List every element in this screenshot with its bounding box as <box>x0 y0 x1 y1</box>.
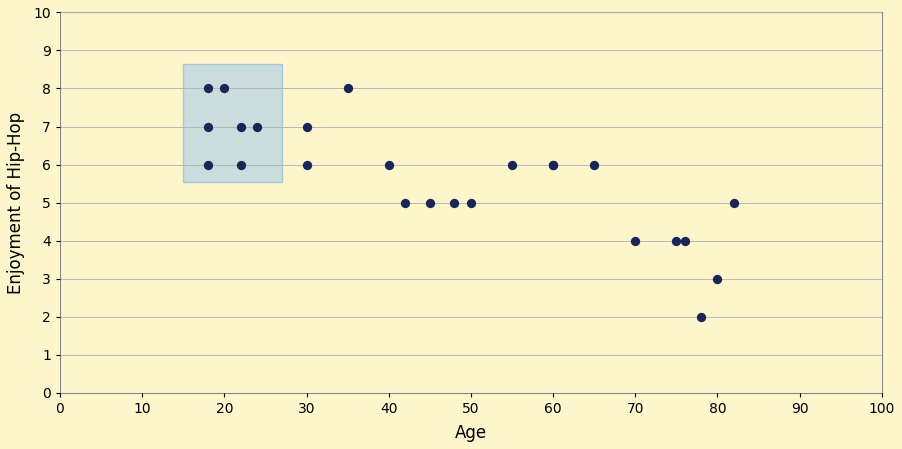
Point <box>447 199 462 206</box>
Point <box>694 313 708 320</box>
Point <box>250 123 264 130</box>
Point <box>200 161 215 168</box>
Point <box>200 85 215 92</box>
Point <box>727 199 741 206</box>
Point <box>299 123 314 130</box>
Point <box>200 123 215 130</box>
Point <box>234 123 248 130</box>
Point <box>299 161 314 168</box>
Point <box>398 199 412 206</box>
Point <box>546 161 560 168</box>
Point <box>217 85 232 92</box>
Point <box>546 161 560 168</box>
Point <box>628 237 642 244</box>
Point <box>464 199 478 206</box>
Point <box>677 237 692 244</box>
Point <box>382 161 396 168</box>
X-axis label: Age: Age <box>455 424 487 442</box>
Point <box>669 237 684 244</box>
Point <box>234 161 248 168</box>
Point <box>505 161 520 168</box>
Point <box>587 161 602 168</box>
Y-axis label: Enjoyment of Hip-Hop: Enjoyment of Hip-Hop <box>7 111 25 294</box>
Point <box>710 275 724 282</box>
Point <box>340 85 354 92</box>
Point <box>422 199 437 206</box>
Bar <box>183 64 281 182</box>
